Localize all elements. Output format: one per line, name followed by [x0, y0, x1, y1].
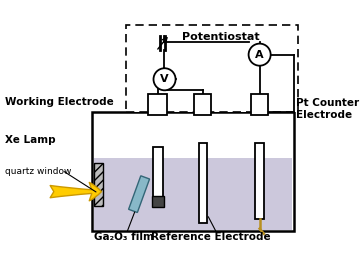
Bar [152, 196, 164, 207]
Bar [255, 143, 264, 218]
Circle shape [153, 68, 176, 90]
Bar [94, 158, 292, 230]
Text: V: V [160, 74, 169, 84]
Bar [198, 143, 207, 223]
Text: Pt Counter
Electrode: Pt Counter Electrode [296, 98, 359, 120]
Text: A: A [255, 50, 264, 60]
Bar [126, 25, 298, 112]
Text: Reference Electrode: Reference Electrode [152, 232, 271, 242]
Text: quartz window: quartz window [5, 167, 71, 176]
Circle shape [249, 44, 271, 66]
Bar [251, 94, 268, 115]
Bar [153, 147, 163, 198]
Bar [148, 94, 167, 115]
Bar [94, 164, 103, 206]
Text: Working Electrode: Working Electrode [5, 97, 114, 107]
Text: Xe Lamp: Xe Lamp [5, 135, 55, 145]
Text: Ga₂O₃ film: Ga₂O₃ film [94, 232, 154, 242]
Text: Potentiostat: Potentiostat [182, 32, 260, 42]
Polygon shape [129, 176, 149, 213]
Bar [194, 94, 211, 115]
Bar [93, 112, 294, 231]
